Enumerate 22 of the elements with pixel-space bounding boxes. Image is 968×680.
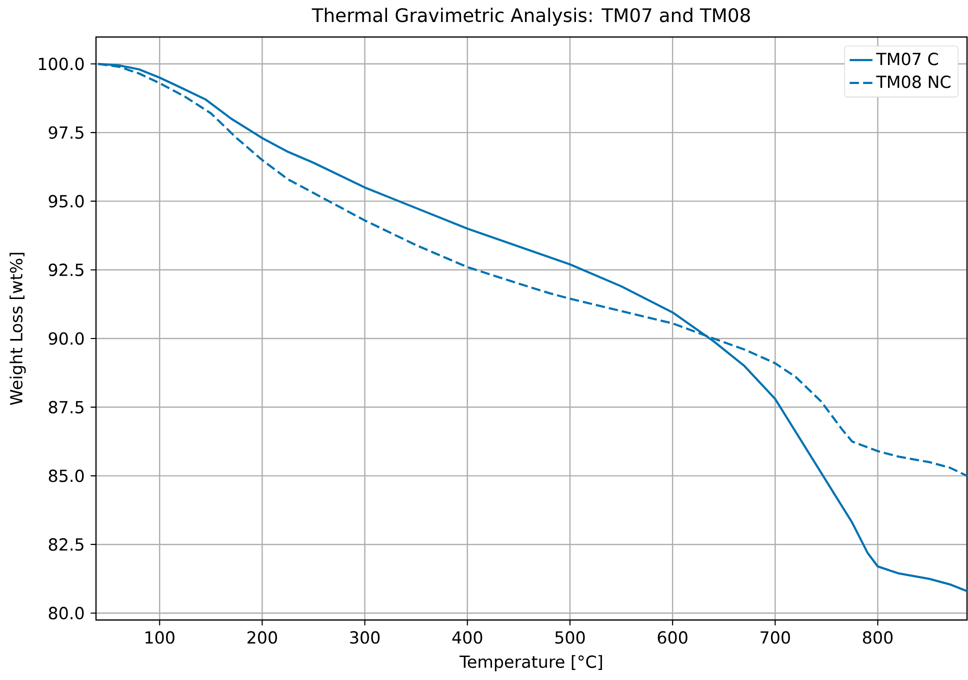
- x-tick-label: 600: [658, 631, 688, 644]
- y-axis-title: Weight Loss [wt%]: [10, 252, 26, 406]
- x-tick-label: 500: [555, 631, 585, 644]
- legend-label: TM07 C: [876, 52, 938, 66]
- y-tick-label: 97.5: [48, 126, 84, 139]
- y-tick-label: 92.5: [48, 264, 84, 276]
- y-tick-label: 82.5: [48, 538, 84, 551]
- x-tick-label: 700: [760, 631, 790, 644]
- y-tick-label: 85.0: [48, 470, 84, 482]
- y-tick-label: 90.0: [48, 332, 84, 345]
- y-tick-label: 95.0: [48, 194, 84, 208]
- y-tick-label: 100.0: [38, 58, 84, 70]
- legend-label: TM08 NC: [876, 76, 950, 88]
- x-tick-label: 100: [146, 631, 174, 644]
- x-tick-label: 400: [452, 631, 482, 644]
- y-tick-label: 80.0: [48, 606, 84, 620]
- x-tick-label: 800: [862, 631, 893, 644]
- x-tick-label: 200: [248, 631, 277, 644]
- y-tick-label: 87.5: [48, 400, 84, 414]
- x-axis-title: Temperature [°C]: [460, 655, 602, 672]
- chart-title: Thermal Gravimetric Analysis: TM07 and TM08: [312, 8, 750, 26]
- x-tick-label: 300: [350, 631, 380, 644]
